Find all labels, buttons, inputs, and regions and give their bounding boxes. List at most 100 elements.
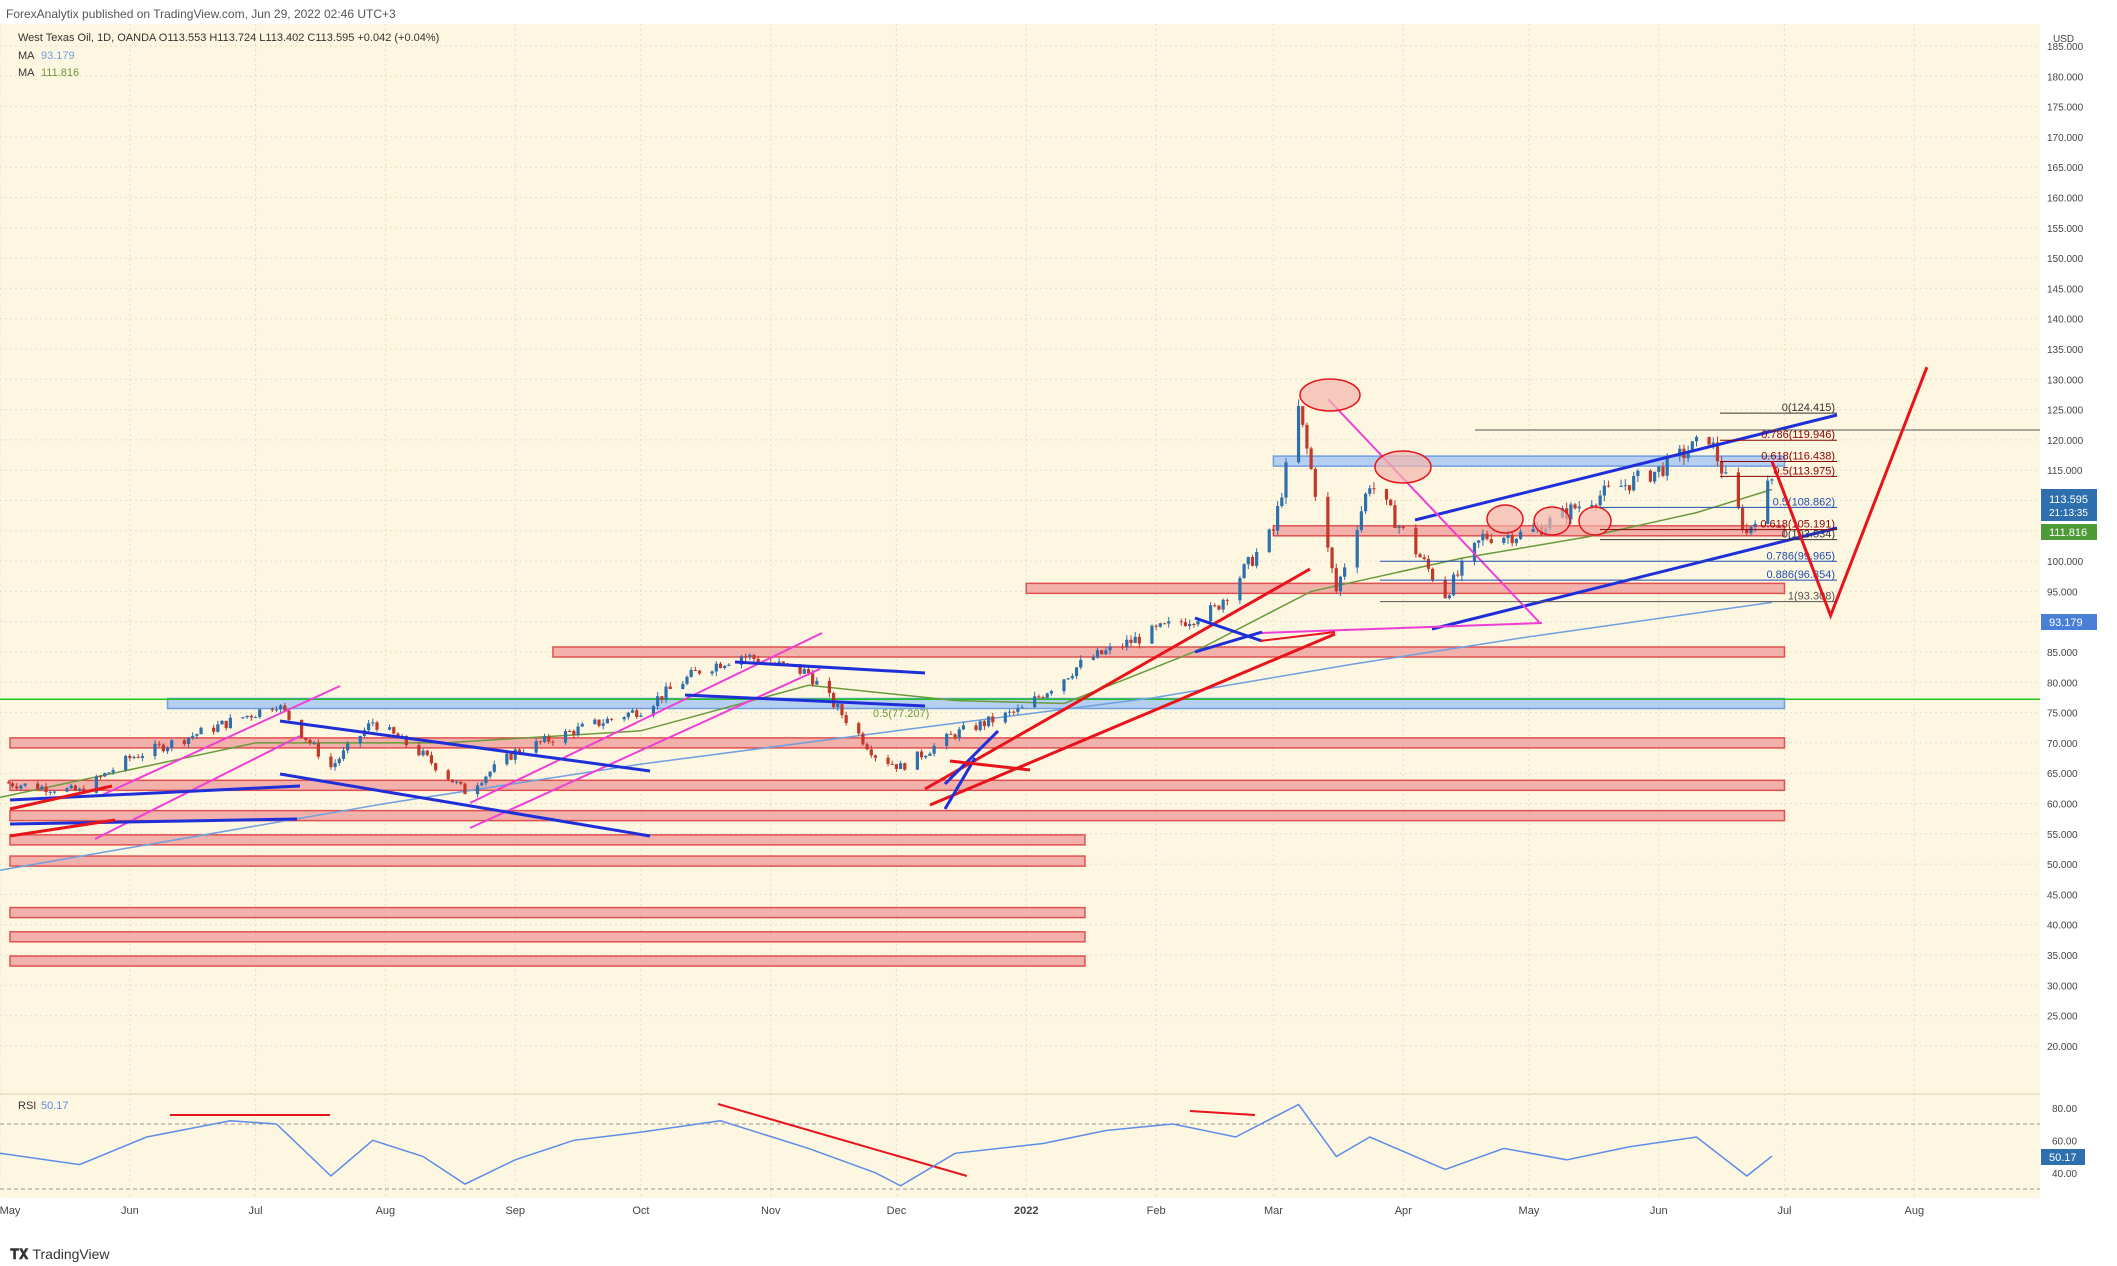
candle-body xyxy=(894,764,899,770)
candle-body xyxy=(957,729,961,739)
candle-body xyxy=(1418,554,1422,558)
candle-body xyxy=(576,726,580,735)
candle-body xyxy=(1221,599,1225,610)
candle-body xyxy=(1074,667,1079,677)
chart-area[interactable]: 0(124.415) 0.786(119.946) 0.618(116.438) 0.… xyxy=(0,24,2117,1242)
currency-label: USD xyxy=(2053,34,2074,45)
candle-body xyxy=(1355,530,1359,568)
time-tick-label: 2022 xyxy=(1014,1205,1038,1217)
candle-body xyxy=(1162,623,1167,625)
candle-body xyxy=(1007,711,1012,713)
price-chart[interactable]: 0(124.415) 0.786(119.946) 0.618(116.438) 0.… xyxy=(0,24,2117,1242)
candle-body xyxy=(1531,529,1535,532)
support-resistance-zone xyxy=(1025,582,1786,595)
candle-body xyxy=(1518,531,1523,539)
tradingview-brand[interactable]: 𝐓𝐗 TradingView xyxy=(10,1246,110,1263)
candle-body xyxy=(1569,504,1573,520)
blue-line-oct xyxy=(684,693,926,708)
candle-body xyxy=(865,744,869,750)
candle-body xyxy=(693,669,697,671)
candle-body xyxy=(44,786,48,793)
magenta-channel-2-lower xyxy=(469,668,821,829)
candle-body xyxy=(329,756,333,768)
candle-body xyxy=(1188,623,1192,627)
candle-body xyxy=(542,736,547,742)
candle-body xyxy=(681,683,685,689)
fib-level-label: 0.5(108.862) xyxy=(1773,496,1835,508)
candle-body xyxy=(1079,659,1083,668)
candle-body xyxy=(840,704,844,716)
candle-body xyxy=(899,763,903,770)
candle-body xyxy=(660,696,664,700)
candle-body xyxy=(622,717,626,720)
candle-body xyxy=(1121,646,1125,648)
fib-level-label: 0.618(116.438) xyxy=(1761,450,1835,462)
support-resistance-zone xyxy=(1272,525,1786,537)
time-tick-label: Nov xyxy=(761,1205,781,1217)
time-tick-label: May xyxy=(1519,1205,1540,1217)
price-tick-label: 145.000 xyxy=(2047,284,2084,295)
candle-body xyxy=(1422,557,1426,560)
candle-body xyxy=(974,725,978,731)
price-tick-label: 80.000 xyxy=(2047,678,2078,689)
price-tick-label: 150.000 xyxy=(2047,254,2084,265)
candle-body xyxy=(274,709,279,711)
candle-body xyxy=(341,750,346,759)
candle-body xyxy=(454,781,459,783)
candle-body xyxy=(1338,576,1343,592)
magenta-channel-1-upper xyxy=(99,685,341,797)
candle-body xyxy=(748,654,752,657)
candle-body xyxy=(392,727,396,734)
time-tick-label: Sep xyxy=(505,1205,525,1217)
rsi-line xyxy=(0,1103,1773,1187)
candle-body xyxy=(1267,529,1271,553)
candle-body xyxy=(886,757,890,764)
candle-body xyxy=(593,719,597,724)
candle-body xyxy=(1414,527,1418,555)
candle-body xyxy=(635,710,639,717)
candle-body xyxy=(140,756,145,758)
time-tick-label: Apr xyxy=(1395,1205,1412,1217)
candle-body xyxy=(1276,506,1280,531)
candle-body xyxy=(1225,599,1229,601)
price-tick-label: 75.000 xyxy=(2047,709,2078,720)
price-tick-label: 180.000 xyxy=(2047,72,2084,83)
rsi-pane xyxy=(0,1093,2040,1190)
footer-bar: 𝐓𝐗 TradingView xyxy=(0,1242,2117,1266)
price-tick-label: 50.000 xyxy=(2047,860,2078,871)
candle-body xyxy=(136,757,140,759)
time-scale[interactable] xyxy=(0,1198,2040,1220)
candle-body xyxy=(601,723,605,726)
blue-down-line-1 xyxy=(279,719,651,773)
candle-body xyxy=(1167,621,1171,624)
candle-body xyxy=(371,722,375,724)
candle-body xyxy=(6,782,10,784)
price-tick-label: 115.000 xyxy=(2047,466,2083,477)
candle-body xyxy=(563,731,568,743)
price-tick-label: 125.000 xyxy=(2047,406,2084,417)
candle-body xyxy=(480,783,484,786)
top-bar: ForexAnalytix published on TradingView.c… xyxy=(0,0,2117,24)
candle-body xyxy=(1179,621,1183,623)
candle-body xyxy=(1648,470,1653,482)
price-tick-label: 140.000 xyxy=(2047,315,2084,326)
price-tick-label: 30.000 xyxy=(2047,981,2078,992)
candle-body xyxy=(300,719,304,738)
candle-body xyxy=(1045,693,1049,698)
candle-body xyxy=(1049,691,1054,694)
forecast-zigzag xyxy=(1770,366,1929,620)
candle-body xyxy=(245,715,249,718)
candle-body xyxy=(1326,496,1330,548)
candle-body xyxy=(580,723,584,727)
candle-body xyxy=(961,725,966,730)
candle-body xyxy=(1037,696,1041,698)
candle-body xyxy=(1284,462,1288,498)
candle-body xyxy=(182,740,186,744)
candle-body xyxy=(739,656,744,665)
candle-body xyxy=(1736,472,1740,509)
candle-body xyxy=(1213,605,1217,607)
candle-body xyxy=(630,710,635,713)
candle-body xyxy=(1690,441,1694,453)
rsi-divergence-line xyxy=(717,1103,968,1177)
candle-body xyxy=(718,663,723,669)
